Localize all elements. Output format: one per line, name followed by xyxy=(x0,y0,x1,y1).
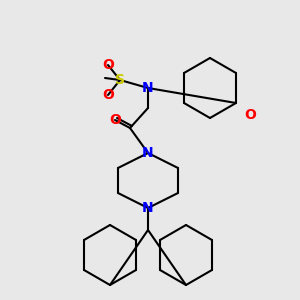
Text: S: S xyxy=(115,73,125,87)
Text: O: O xyxy=(102,58,114,72)
Text: O: O xyxy=(244,108,256,122)
Text: O: O xyxy=(102,88,114,102)
Text: O: O xyxy=(109,113,121,127)
Text: N: N xyxy=(142,201,154,215)
Text: N: N xyxy=(142,81,154,95)
Text: N: N xyxy=(142,146,154,160)
